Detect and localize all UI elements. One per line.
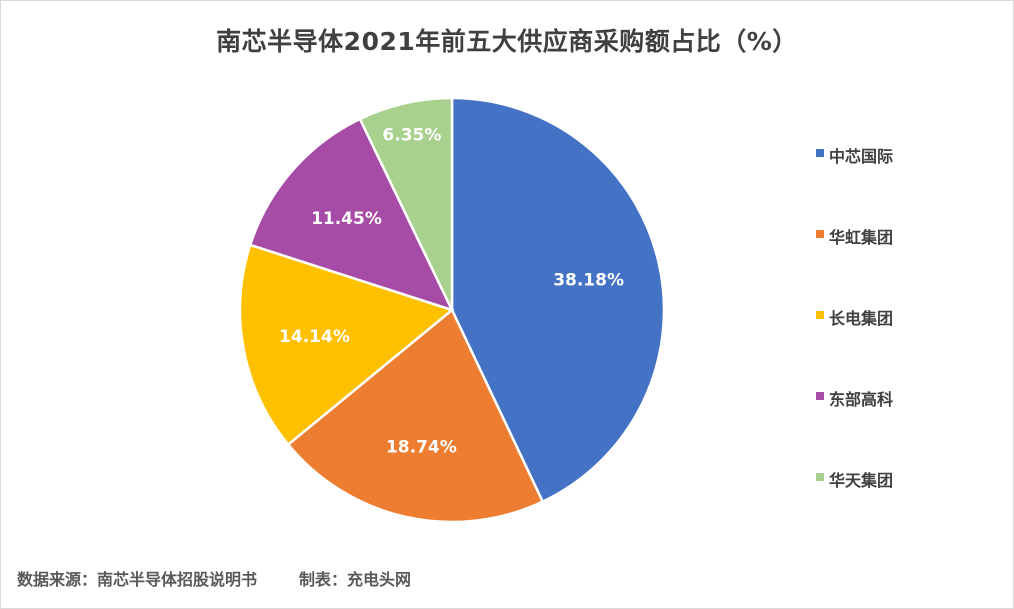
- legend-label: 东部高科: [829, 390, 894, 409]
- legend-swatch: [816, 149, 824, 157]
- data-label-5: 6.35%: [382, 126, 441, 146]
- legend-swatch: [816, 230, 824, 238]
- pie-slice-3: [238, 243, 455, 447]
- data-label-1: 38.18%: [553, 270, 624, 290]
- pie-slice-1: [450, 96, 666, 504]
- pie-slices: [238, 96, 666, 524]
- chart-title: 南芯半导体2021年前五大供应商采购额占比（%）: [216, 27, 798, 56]
- pie-slice-5: [358, 96, 454, 311]
- source-note: 数据来源：南芯半导体招股说明书: [17, 570, 258, 589]
- legend-label: 华天集团: [829, 471, 894, 490]
- legend-label: 长电集团: [829, 309, 894, 328]
- legend-swatch: [816, 473, 824, 481]
- pie-slice-4: [248, 117, 455, 313]
- data-label-3: 14.14%: [279, 327, 350, 347]
- legend-label: 华虹集团: [829, 228, 894, 247]
- pie-data-labels: 38.18% 18.74% 14.14% 11.45% 6.35%: [279, 126, 624, 458]
- data-label-2: 18.74%: [386, 438, 457, 458]
- pie-slice-2: [286, 308, 545, 524]
- legend-swatch: [816, 311, 824, 319]
- maker-note: 制表：充电头网: [299, 570, 412, 589]
- legend-label: 中芯国际: [829, 147, 894, 166]
- legend-swatch: [816, 392, 824, 400]
- data-label-4: 11.45%: [311, 209, 382, 229]
- chart-footer: 数据来源：南芯半导体招股说明书 制表：充电头网: [17, 566, 411, 590]
